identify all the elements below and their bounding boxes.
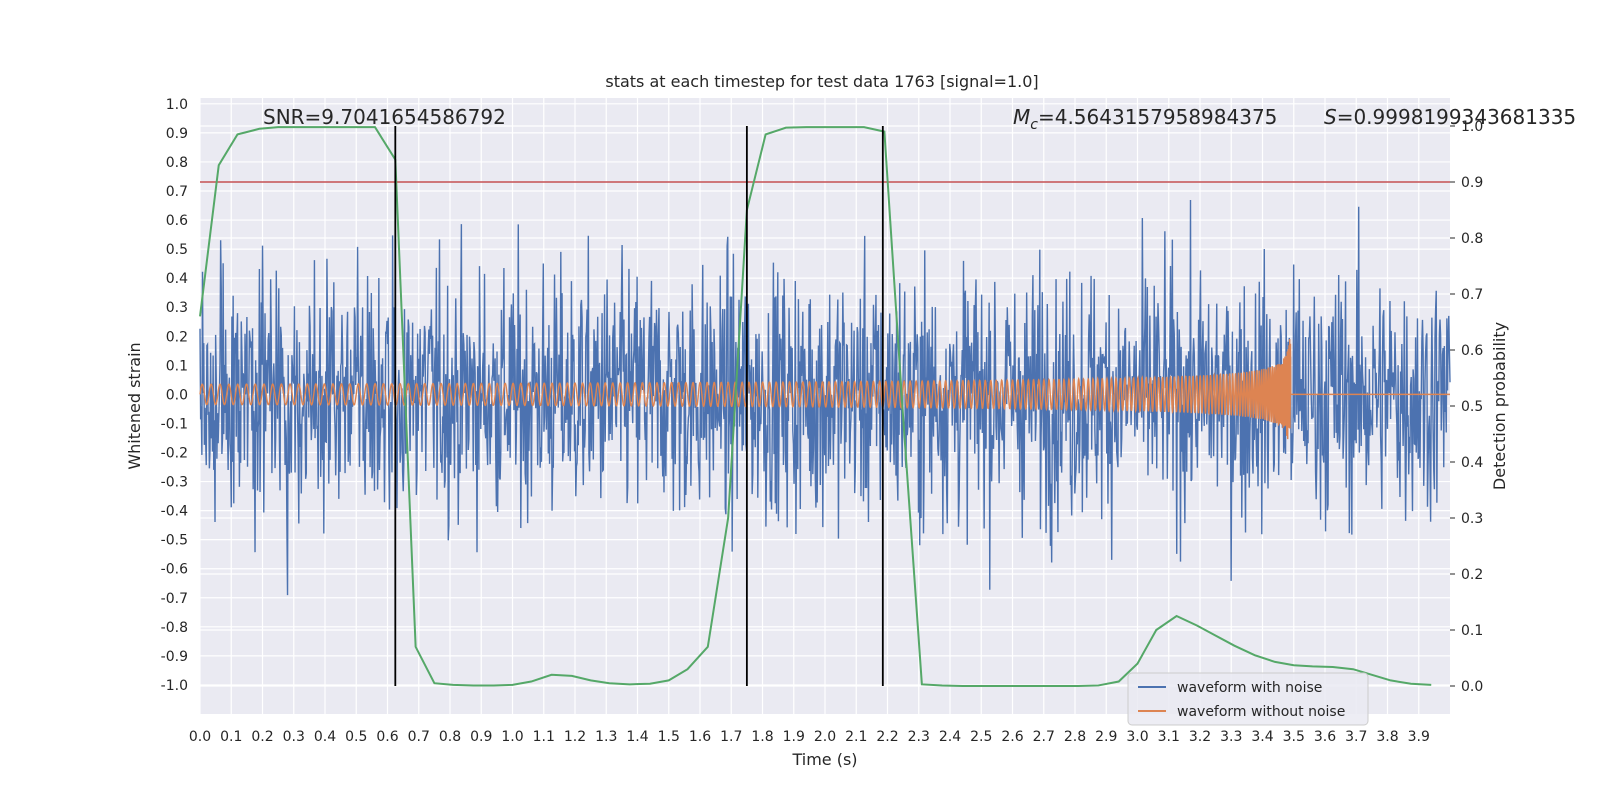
x-tick-label: 3.6 <box>1314 729 1336 745</box>
y-tick-label: -0.8 <box>161 620 188 636</box>
x-tick-label: 2.8 <box>1064 729 1086 745</box>
y2-tick-label: 0.2 <box>1461 567 1483 583</box>
x-axis: 0.0 0.1 0.2 0.3 0.4 0.5 0.6 0.7 0.8 0.9 1.0 1.1 1.2 1… <box>189 729 1430 745</box>
score-annotation: S=0.9998199343681335 <box>1324 105 1576 129</box>
y2-tick-label: 0.5 <box>1461 399 1483 415</box>
x-tick-label: 3.0 <box>1126 729 1148 745</box>
chirp-mass-annotation: Mc=4.5643157958984375 <box>1013 105 1277 133</box>
x-tick-label: 1.7 <box>720 729 742 745</box>
x-tick-label: 0.1 <box>220 729 242 745</box>
x-tick-label: 2.3 <box>908 729 930 745</box>
y2-tick-label: 0.6 <box>1461 343 1483 359</box>
x-tick-label: 2.5 <box>970 729 992 745</box>
x-tick-label: 0.0 <box>189 729 211 745</box>
x-axis-label: Time (s) <box>791 750 857 769</box>
legend-label-clean: waveform without noise <box>1177 704 1345 720</box>
y-tick-label: 0.5 <box>166 242 188 258</box>
chirp-mass-value: =4.5643157958984375 <box>1038 105 1277 129</box>
y2-tick-label: 0.0 <box>1461 679 1483 695</box>
x-tick-label: 3.2 <box>1189 729 1211 745</box>
x-tick-label: 0.7 <box>408 729 430 745</box>
chart-title: stats at each timestep for test data 176… <box>605 72 1038 91</box>
x-tick-label: 3.4 <box>1251 729 1273 745</box>
x-tick-label: 3.1 <box>1158 729 1180 745</box>
y2-tick-label: 0.4 <box>1461 455 1483 471</box>
y2-tick-label: 0.1 <box>1461 623 1483 639</box>
series-detection-probability <box>199 126 1432 687</box>
y2-tick-label: 0.7 <box>1461 287 1483 303</box>
y2-tick-label: 0.9 <box>1461 175 1483 191</box>
x-tick-label: 1.4 <box>626 729 648 745</box>
x-tick-label: 2.4 <box>939 729 961 745</box>
chirp-mass-subscript: c <box>1030 117 1038 133</box>
x-tick-label: 2.0 <box>814 729 836 745</box>
x-tick-label: 0.6 <box>376 729 398 745</box>
chirp-mass-symbol: M <box>1013 105 1030 129</box>
x-tick-label: 1.3 <box>595 729 617 745</box>
y-tick-label: -0.9 <box>161 649 188 665</box>
y2-tick-label: 1.0 <box>1461 119 1483 135</box>
y-tick-label: -0.5 <box>161 533 188 549</box>
series-layer <box>199 126 1451 687</box>
x-tick-label: 0.9 <box>470 729 492 745</box>
y-tick-label: -0.7 <box>161 591 188 607</box>
y2-tick-label: 0.3 <box>1461 511 1483 527</box>
y2-axis-label: Detection probability <box>1490 322 1509 490</box>
score-value: =0.9998199343681335 <box>1337 105 1576 129</box>
y-tick-label: -0.3 <box>161 475 188 491</box>
x-tick-label: 2.6 <box>1001 729 1023 745</box>
x-tick-label: 0.4 <box>314 729 336 745</box>
series-waveform-with-noise <box>199 199 1451 596</box>
y-tick-label: 0.4 <box>166 271 188 287</box>
y-tick-label: -0.4 <box>161 504 188 520</box>
y-tick-label: 0.9 <box>166 126 188 142</box>
y-tick-label: -0.1 <box>161 416 188 432</box>
x-tick-label: 0.5 <box>345 729 367 745</box>
x-tick-label: 3.5 <box>1283 729 1305 745</box>
y-tick-label: 0.7 <box>166 184 188 200</box>
score-symbol: S <box>1324 105 1337 129</box>
x-tick-label: 2.7 <box>1033 729 1055 745</box>
y-tick-label: 0.8 <box>166 155 188 171</box>
x-tick-label: 1.2 <box>564 729 586 745</box>
x-tick-label: 2.2 <box>876 729 898 745</box>
x-tick-label: 3.9 <box>1408 729 1430 745</box>
series-waveform-without-noise <box>199 339 1450 440</box>
x-tick-label: 1.0 <box>501 729 523 745</box>
y2-axis: 1.0 0.9 0.8 0.7 0.6 0.5 0.4 0.3 0.2 0.1 0.0 <box>1450 119 1483 695</box>
x-tick-label: 1.1 <box>533 729 555 745</box>
y-axis-label: Whitened strain <box>125 342 144 469</box>
y2-tick-label: 0.8 <box>1461 231 1483 247</box>
x-tick-label: 1.8 <box>751 729 773 745</box>
x-tick-label: 2.1 <box>845 729 867 745</box>
x-tick-label: 3.3 <box>1220 729 1242 745</box>
x-tick-label: 0.3 <box>283 729 305 745</box>
y-tick-label: -0.6 <box>161 562 188 578</box>
y-tick-label: 0.0 <box>166 387 188 403</box>
x-tick-label: 0.8 <box>439 729 461 745</box>
y-tick-label: -0.2 <box>161 445 188 461</box>
x-tick-label: 1.5 <box>658 729 680 745</box>
x-tick-label: 1.9 <box>783 729 805 745</box>
x-tick-label: 3.8 <box>1376 729 1398 745</box>
x-tick-label: 1.6 <box>689 729 711 745</box>
y-tick-label: -1.0 <box>161 678 188 694</box>
y-tick-label: 0.3 <box>166 300 188 316</box>
x-tick-label: 3.7 <box>1345 729 1367 745</box>
x-tick-label: 2.9 <box>1095 729 1117 745</box>
legend: waveform with noise waveform without noi… <box>1127 672 1369 726</box>
legend-label-noise: waveform with noise <box>1177 680 1322 696</box>
x-tick-label: 0.2 <box>251 729 273 745</box>
snr-annotation: SNR=9.7041654586792 <box>263 105 506 129</box>
y-tick-label: 0.1 <box>166 358 188 374</box>
y-tick-label: 0.6 <box>166 213 188 229</box>
y-tick-label: 0.2 <box>166 329 188 345</box>
y-tick-label: 1.0 <box>166 97 188 113</box>
y-axis: 1.0 0.9 0.8 0.7 0.6 0.5 0.4 0.3 0.2 0.1 0.0 -0.1 -0.… <box>161 97 188 694</box>
